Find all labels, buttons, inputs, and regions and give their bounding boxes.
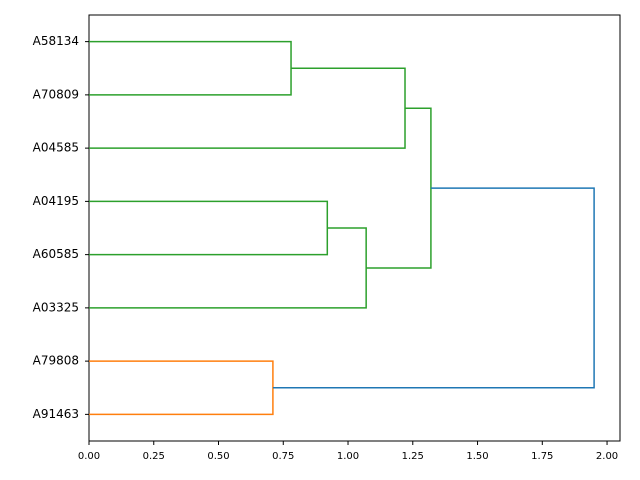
leaf-label: A60585	[33, 247, 79, 261]
link	[89, 360, 274, 416]
link	[272, 187, 595, 389]
x-tick-label: 1.25	[402, 451, 424, 462]
x-tick-label: 0.00	[78, 451, 100, 462]
x-tick-label: 1.00	[337, 451, 359, 462]
leaf-label: A04195	[33, 194, 79, 208]
leaf-label: A03325	[33, 300, 79, 314]
leaf-label: A91463	[33, 407, 79, 421]
leaf-label: A58134	[33, 34, 79, 48]
x-tick-label: 2.00	[596, 451, 618, 462]
leaf-label: A79808	[33, 354, 79, 368]
link	[89, 200, 329, 256]
leaf-label: A70809	[33, 87, 79, 101]
x-tick-label: 0.75	[272, 451, 294, 462]
leaf-label: A04585	[33, 141, 79, 155]
link	[89, 67, 406, 149]
plot-frame	[88, 14, 621, 442]
x-tick-label: 0.50	[207, 451, 229, 462]
x-tick-label: 1.50	[466, 451, 488, 462]
link	[366, 107, 432, 269]
link	[89, 40, 292, 96]
x-tick-label: 1.75	[531, 451, 553, 462]
x-tick-label: 0.25	[143, 451, 165, 462]
link	[89, 227, 367, 309]
